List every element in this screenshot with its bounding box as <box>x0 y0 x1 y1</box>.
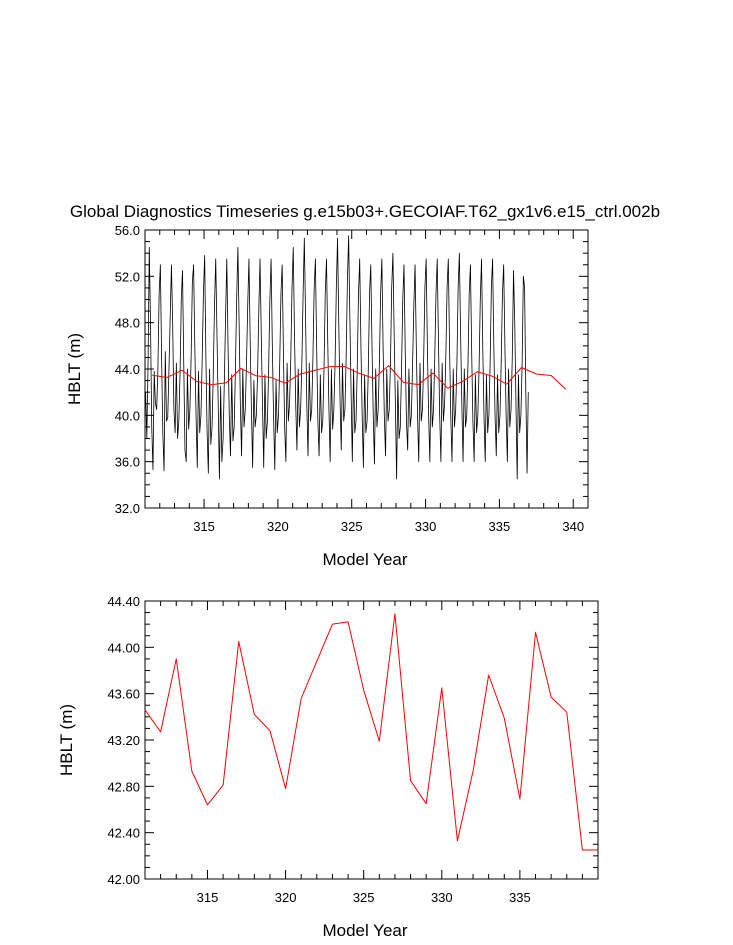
chart-2-x-tick-label: 325 <box>353 890 375 905</box>
chart-1-x-tick-label: 320 <box>267 519 289 534</box>
chart-1-panel: 32.0 36.0 40.0 44.0 48.0 52.0 56.0 315 320 325 330… <box>115 223 589 534</box>
chart-1-x-tick-label: 315 <box>193 519 215 534</box>
chart-1-y-tick-label: 32.0 <box>115 501 140 516</box>
chart-2-x-tick-label: 315 <box>197 890 219 905</box>
chart-1-title: Global Diagnostics Timeseries g.e15b03+.… <box>70 202 660 221</box>
chart-1-y-tick-label: 56.0 <box>115 223 140 238</box>
chart-2-y-axis-label: HBLT (m) <box>57 704 76 776</box>
chart-2-y-tick-label: 44.40 <box>107 594 140 609</box>
chart-2-y-tick-label: 42.40 <box>107 826 140 841</box>
chart-1-y-tick-label: 44.0 <box>115 362 140 377</box>
chart-1-y-tick-label: 36.0 <box>115 455 140 470</box>
chart-1-y-axis-label: HBLT (m) <box>65 333 84 405</box>
chart-2-x-tick-label: 330 <box>431 890 453 905</box>
chart-1-y-tick-label: 52.0 <box>115 269 140 284</box>
chart-1-x-tick-label: 335 <box>489 519 511 534</box>
chart-1-plot-frame <box>144 229 589 509</box>
chart-2-x-axis-label: Model Year <box>322 921 407 940</box>
chart-2-y-tick-label: 43.20 <box>107 733 140 748</box>
chart-1-x-tick-label: 330 <box>415 519 437 534</box>
chart-2-panel: 42.00 42.40 42.80 43.20 43.60 44.00 44.40 315 32… <box>107 594 599 905</box>
chart-1-series-line-1 <box>145 235 529 480</box>
chart-2-y-tick-label: 42.00 <box>107 872 140 887</box>
chart-2-series-line-1 <box>144 613 598 851</box>
chart-2-y-tick-label: 42.80 <box>107 779 140 794</box>
chart-2-y-tick-label: 43.60 <box>107 687 140 702</box>
chart-1-x-tick-label: 325 <box>341 519 363 534</box>
chart-2-y-tick-label: 44.00 <box>107 640 140 655</box>
chart-1-y-tick-label: 48.0 <box>115 316 140 331</box>
chart-2-x-tick-label: 320 <box>275 890 297 905</box>
chart-1-series-line-2 <box>152 365 567 390</box>
chart-1-x-axis-label: Model Year <box>322 550 407 569</box>
chart-1-x-tick-label: 340 <box>562 519 584 534</box>
chart-1-y-tick-label: 40.0 <box>115 408 140 423</box>
chart-2-plot-frame <box>144 600 599 880</box>
chart-2-x-tick-label: 335 <box>509 890 531 905</box>
